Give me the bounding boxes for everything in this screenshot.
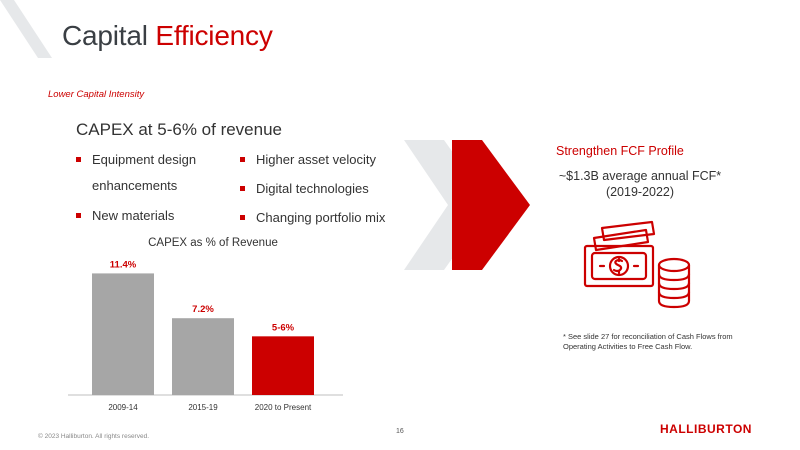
title-text: Capital (62, 20, 156, 51)
bullet-item: Digital technologies (240, 176, 410, 202)
fcf-period-text: (2019-2022) (605, 185, 675, 199)
bar-data-label: 11.4% (110, 259, 137, 270)
page-number: 16 (396, 428, 404, 435)
red-chevron-arrow (452, 140, 530, 270)
bullet-list-left: Equipment design enhancements New materi… (76, 147, 226, 229)
x-tick-label: 2015-19 (188, 403, 218, 412)
bullet-item: Changing portfolio mix (240, 205, 410, 231)
capex-headline: CAPEX at 5-6% of revenue (76, 120, 283, 139)
bar-1 (92, 273, 154, 395)
title-accent-text: Efficiency (155, 20, 273, 51)
footnote: * See slide 27 for reconciliation of Cas… (563, 332, 733, 351)
copyright-text: © 2023 Halliburton. All rights reserved. (38, 433, 150, 440)
corner-chevron-decoration (0, 0, 52, 58)
money-cash-and-coins-icon (583, 220, 691, 309)
bar-data-label: 5-6% (272, 322, 295, 333)
bar-data-label: 7.2% (192, 304, 214, 315)
fcf-average-text: ~$1.3B average annual FCF* (558, 169, 722, 183)
halliburton-logo: HALLIBURTON (660, 422, 752, 436)
flow-arrows-decoration (404, 140, 530, 270)
chart-title: CAPEX as % of Revenue (148, 237, 278, 249)
slide-subtitle: Lower Capital Intensity (48, 89, 145, 100)
bullet-list-right: Higher asset velocity Digital technologi… (240, 147, 410, 231)
x-tick-label: 2009-14 (108, 403, 138, 412)
bullet-item: New materials (76, 203, 226, 229)
bullet-item: Equipment design enhancements (76, 147, 226, 199)
bar-2 (172, 318, 234, 395)
capex-bar-chart: CAPEX as % of Revenue 11.4% 2009-14 7.2% 20… (68, 237, 343, 412)
slide-title: Capital Efficiency (62, 20, 273, 52)
x-tick-label: 2020 to Present (255, 403, 312, 412)
bullet-item: Higher asset velocity (240, 147, 410, 173)
bar-3 (252, 336, 314, 395)
fcf-heading: Strengthen FCF Profile (556, 144, 684, 158)
